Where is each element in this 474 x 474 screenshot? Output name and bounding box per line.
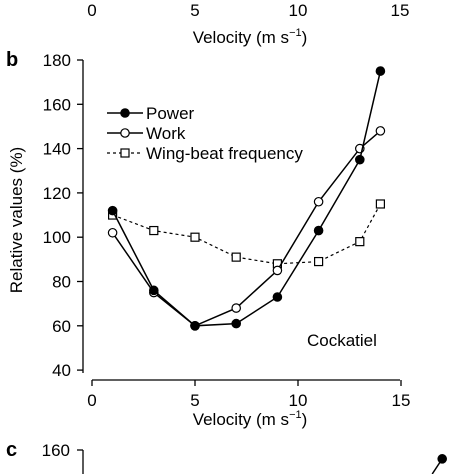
y-tick-label-60: 60	[52, 317, 71, 336]
data-point-power-4	[272, 292, 283, 302]
data-point-power-0	[107, 205, 118, 216]
species-annotation: Cockatiel	[307, 331, 377, 350]
data-point-work-5	[313, 196, 324, 207]
top-panel-x-axis: 0 5 10 15 Velocity (m s−1)	[87, 1, 409, 47]
top-x-axis-title: Velocity (m s−1)	[193, 27, 308, 47]
panel-c-label: c	[6, 439, 17, 461]
x-tick-label-0: 0	[87, 391, 96, 410]
series-line-power	[111, 70, 382, 327]
legend-item-wing-beat-frequency: Wing-beat frequency	[107, 144, 303, 163]
data-point-wing-beat-frequency-7	[375, 199, 385, 209]
data-point-power-6	[354, 154, 365, 165]
y-tick-label-100: 100	[43, 228, 71, 247]
data-point-power-1	[149, 285, 159, 296]
y-axis-title: Relative values (%)	[7, 147, 26, 293]
x-tick-label-15: 15	[392, 391, 411, 410]
y-tick-label-40: 40	[52, 361, 71, 380]
data-point-wing-beat-frequency-1	[149, 225, 159, 236]
data-point-power-3	[231, 318, 241, 329]
data-point-wing-beat-frequency-6	[355, 237, 365, 247]
plot-area	[107, 66, 386, 331]
panel-b: b Relative values (%) 406080100120140160…	[6, 49, 410, 429]
data-point-work-3	[231, 303, 241, 313]
panel-c-data-point	[437, 454, 447, 464]
top-x-tick-0: 0	[87, 1, 96, 20]
y-tick-label-120: 120	[43, 184, 71, 203]
legend-marker-power	[120, 108, 130, 118]
x-axis: 0 5 10 15 Velocity (m s−1)	[87, 379, 411, 429]
legend-item-power: Power	[107, 104, 195, 123]
top-x-tick-15: 15	[391, 1, 410, 20]
panel-b-label: b	[6, 49, 18, 71]
data-point-power-2	[190, 320, 200, 331]
data-point-wing-beat-frequency-3	[231, 252, 241, 262]
panel-c-fragment: c 160	[6, 439, 447, 474]
y-tick-label-180: 180	[43, 51, 71, 70]
y-tick-label-80: 80	[52, 273, 71, 292]
legend-label-wing-beat-frequency: Wing-beat frequency	[146, 144, 303, 163]
legend-marker-wing-beat-frequency	[120, 148, 130, 158]
series-line-wing-beat-frequency	[112, 203, 381, 265]
data-point-work-0	[107, 227, 118, 238]
x-tick-label-10: 10	[289, 391, 308, 410]
legend: Power Work Wing-beat frequency	[107, 104, 303, 163]
legend-label-power: Power	[146, 104, 195, 123]
panel-c-y-tick-label-160: 160	[42, 441, 70, 460]
top-x-tick-10: 10	[289, 1, 308, 20]
data-point-work-7	[375, 126, 386, 136]
y-tick-label-140: 140	[43, 140, 71, 159]
x-axis-title: Velocity (m s−1)	[193, 409, 308, 429]
y-tick-label-160: 160	[43, 95, 71, 114]
top-x-tick-5: 5	[190, 1, 199, 20]
legend-marker-work	[120, 128, 130, 138]
data-point-work-4	[272, 265, 283, 276]
series-line-work	[111, 130, 381, 327]
data-point-power-5	[313, 225, 324, 236]
data-point-wing-beat-frequency-5	[314, 256, 324, 267]
data-point-wing-beat-frequency-2	[190, 232, 200, 242]
y-axis: 40 60 80 100 120 140 160 180	[43, 51, 84, 380]
legend-label-work: Work	[146, 124, 186, 143]
legend-item-work: Work	[107, 124, 186, 143]
data-point-power-7	[375, 66, 386, 76]
x-tick-label-5: 5	[190, 391, 199, 410]
